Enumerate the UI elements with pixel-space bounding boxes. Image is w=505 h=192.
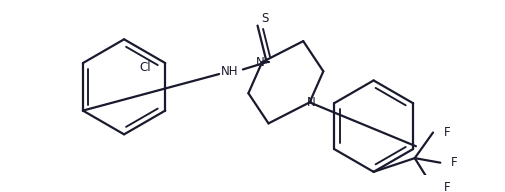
Text: S: S: [261, 12, 269, 25]
Text: N: N: [256, 56, 265, 69]
Text: F: F: [443, 126, 450, 139]
Text: F: F: [451, 156, 458, 169]
Text: NH: NH: [221, 65, 239, 78]
Text: F: F: [443, 181, 450, 192]
Text: Cl: Cl: [139, 61, 151, 74]
Text: N: N: [307, 96, 316, 109]
